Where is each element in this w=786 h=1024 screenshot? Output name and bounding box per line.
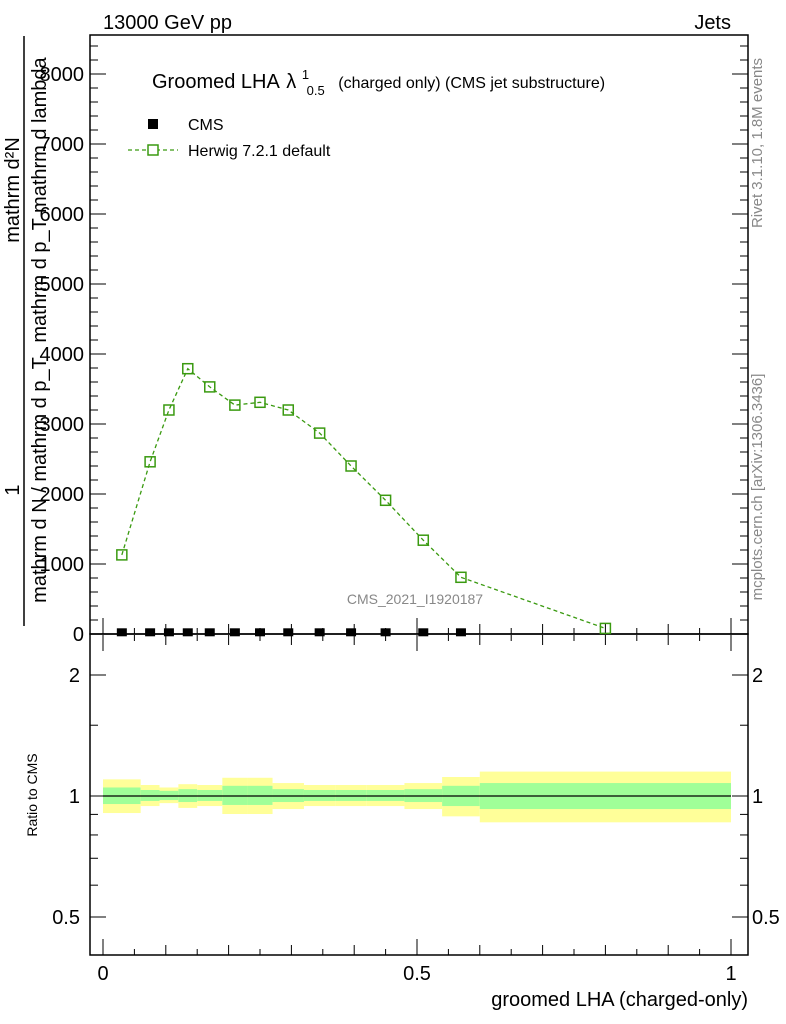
- xlabel: groomed LHA (charged-only): [491, 989, 748, 1011]
- y-tick-label: 6000: [40, 204, 85, 226]
- ylabel-den2: mathrm d N / mathrm d p_T: [29, 357, 51, 603]
- herwig-point: [455, 571, 467, 584]
- ylabel-one: 1: [2, 484, 24, 495]
- title-main: Groomed LHA: [152, 71, 280, 93]
- y-tick-label: 7000: [40, 134, 85, 156]
- ratio-y-tick-label-right: 0.5: [752, 907, 780, 929]
- herwig-point: [379, 494, 392, 507]
- y-tick-label: 1000: [40, 554, 85, 576]
- herwig-point: [204, 381, 216, 393]
- cms-data-point: [145, 628, 156, 637]
- y-tick-label: 8000: [40, 64, 85, 86]
- cms-data-point: [283, 628, 294, 637]
- x-tick-label: 0: [97, 963, 108, 985]
- series-layer: [116, 362, 612, 637]
- watermark: CMS_2021_I1920187: [347, 591, 483, 607]
- rivet-label: Rivet 3.1.10, 1.8M events: [749, 58, 766, 228]
- herwig-point: [116, 549, 128, 561]
- cms-data-point: [255, 628, 265, 637]
- cms-data-point: [380, 628, 391, 637]
- x-tick-label: 1: [725, 963, 736, 985]
- ratio-inner-band: [222, 785, 248, 805]
- herwig-point: [254, 396, 266, 409]
- y-tick-label: 4000: [40, 344, 85, 366]
- ratio-y-tick-label: 2: [69, 665, 80, 687]
- legend-cms-label: CMS: [188, 117, 224, 134]
- y-tick-label: 2000: [40, 484, 85, 506]
- cms-data-point: [229, 628, 240, 637]
- header-right: Jets: [694, 12, 731, 34]
- cms-data-point: [204, 628, 215, 637]
- legend-herwig-marker: [147, 144, 159, 156]
- title-symbol: λ: [286, 71, 296, 93]
- ratio-ylabel: Ratio to CMS: [24, 753, 40, 836]
- title-rest: (charged only) (CMS jet substructure): [338, 75, 605, 92]
- cms-data-point: [182, 628, 193, 637]
- herwig-point: [229, 399, 241, 411]
- herwig-point: [182, 362, 194, 375]
- title-sub: 0.5: [307, 83, 325, 98]
- ratio-y-tick-label-right: 1: [752, 786, 763, 808]
- cms-data-point: [418, 628, 429, 637]
- cms-data-point: [346, 628, 357, 637]
- herwig-line: [121, 367, 606, 630]
- title-sup: 1: [302, 67, 309, 82]
- ratio-y-tick-label: 1: [69, 786, 80, 808]
- y-tick-label: 3000: [40, 414, 85, 436]
- y-tick-label: 0: [73, 624, 84, 646]
- x-tick-label: 0.5: [403, 963, 431, 985]
- cms-data-point: [116, 628, 127, 637]
- mcplots-label: mcplots.cern.ch [arXiv:1306.3436]: [749, 374, 766, 601]
- cms-data-point: [455, 628, 466, 637]
- ratio-bands: [103, 771, 731, 823]
- plot-title: Groomed LHA λ 1 0.5 (charged only) (CMS …: [152, 62, 605, 100]
- ratio-y-tick-label-right: 2: [752, 665, 763, 687]
- ratio-y-tick-label: 0.5: [52, 907, 80, 929]
- header-left: 13000 GeV pp: [103, 12, 232, 34]
- legend-herwig-label: Herwig 7.2.1 default: [188, 143, 331, 160]
- ratio-inner-band: [247, 785, 273, 805]
- herwig-point: [282, 404, 295, 416]
- ylabel-num1: mathrm d²N: [2, 137, 24, 243]
- herwig-point: [144, 456, 156, 468]
- herwig-point: [417, 534, 430, 546]
- herwig-point: [599, 622, 612, 635]
- cms-data-point: [314, 628, 325, 637]
- legend-cms-marker: [148, 119, 158, 129]
- herwig-point: [163, 404, 175, 416]
- herwig-point: [345, 460, 357, 472]
- ylabel-den1: mathrm d p_T mathrm d lambda: [29, 56, 51, 342]
- cms-data-point: [163, 628, 174, 637]
- herwig-point: [313, 427, 326, 439]
- y-tick-label: 5000: [40, 274, 85, 296]
